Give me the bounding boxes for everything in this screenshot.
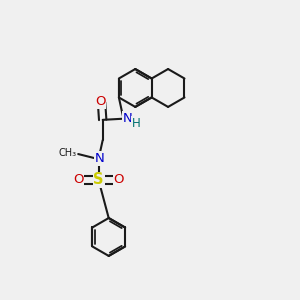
Text: O: O: [73, 173, 84, 186]
Text: O: O: [113, 173, 124, 186]
Text: N: N: [94, 152, 104, 165]
Text: O: O: [95, 95, 106, 108]
Text: S: S: [93, 172, 104, 188]
Text: CH₃: CH₃: [58, 148, 76, 158]
Text: N: N: [122, 112, 132, 125]
Text: H: H: [132, 117, 141, 130]
